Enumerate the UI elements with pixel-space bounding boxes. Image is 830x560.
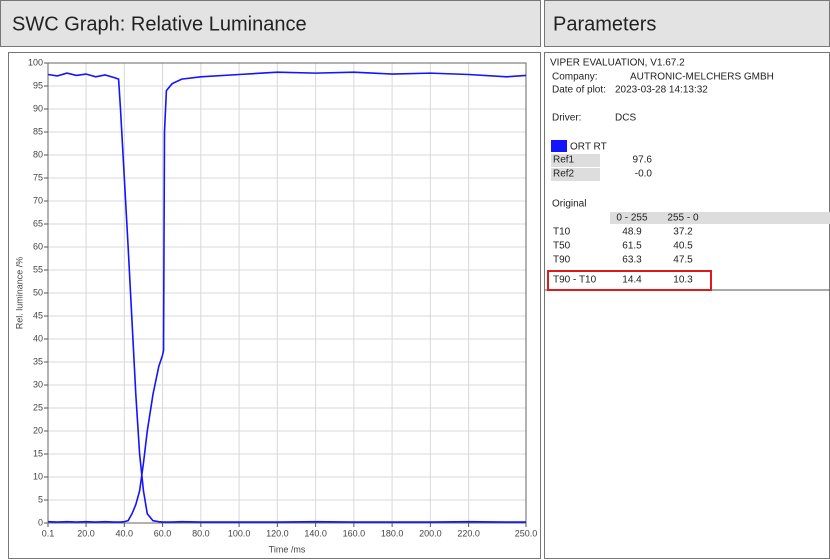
ref-label-bg [551,154,600,167]
graph-title: SWC Graph: Relative Luminance [12,13,307,35]
field-label: Driver: [552,113,581,124]
x-tick-label: 120.0 [266,528,289,538]
x-tick-label: 100.0 [228,528,251,538]
y-tick-label: 65 [33,218,43,228]
table-row-label: T90 [553,255,571,266]
y-tick-label: 5 [38,494,43,504]
plot: 0 5 10 15 20 25 30 35 40 45 50 55 60 65 70 75 80 85 90 95 10… [14,57,537,554]
y-tick-label: 95 [33,80,43,90]
parameters-title-bar [544,0,830,47]
table-header: 0 - 255 [616,213,648,224]
x-axis-label: Time /ms [269,544,306,554]
parameters-frame [544,52,830,559]
field-value: AUTRONIC-MELCHERS GMBH [630,72,774,83]
series-line [47,72,526,523]
table-cell: 47.5 [673,255,693,266]
table-cell: 14.4 [622,275,642,286]
highlight-box [547,270,712,291]
ref-label-bg [551,168,600,181]
y-tick-label: 50 [33,287,43,297]
field-value: DCS [615,113,636,124]
ref-value: -0.0 [635,169,653,180]
x-tick-label: 200.0 [419,528,442,538]
table-cell: 40.5 [673,241,693,252]
y-tick-label: 10 [33,471,43,481]
y-tick-label: 90 [33,103,43,113]
y-tick-label: 0 [38,517,43,527]
x-tick-label: 160.0 [343,528,366,538]
y-tick-label: 75 [33,172,43,182]
y-tick-label: 35 [33,356,43,366]
x-tick-label: 220.0 [457,528,480,538]
y-tick-label: 45 [33,310,43,320]
graph-frame [8,52,541,559]
y-tick-label: 70 [33,195,43,205]
table: 0 - 255 255 - 0 T10 48.9 37.2 T50 61.5 40.5 T90 6… [553,213,699,286]
table-cell: 61.5 [622,241,642,252]
table-header: 255 - 0 [667,213,699,224]
x-tick-label: 40.0 [116,528,134,538]
x-tick-label: 20.0 [77,528,95,538]
table-row-label: T10 [553,227,571,238]
x-tick-label: 250.0 [515,528,538,538]
table-header-bg [610,212,830,224]
legend-label: ORT RT [570,142,607,153]
y-tick-label: 20 [33,425,43,435]
ref-value: 97.6 [633,155,653,166]
fields: Company: AUTRONIC-MELCHERS GMBH Date of pl… [552,72,774,124]
y-axis-label: Rel. luminance /% [14,257,24,330]
y-tick-label: 60 [33,241,43,251]
ref-label: Ref1 [553,155,575,166]
x-tick-label: 60.0 [154,528,172,538]
graph-title-bar [0,0,541,47]
x-tick-label: 180.0 [381,528,404,538]
y-tick-label: 80 [33,149,43,159]
table-cell: 63.3 [622,255,642,266]
ref-label: Ref2 [553,169,575,180]
y-tick-label: 40 [33,333,43,343]
series-line [47,71,527,523]
axes-frame [47,62,527,524]
y-tick-label: 85 [33,126,43,136]
parameters-title: Parameters [553,13,656,35]
table-cell: 37.2 [673,227,693,238]
x-tick-label: 0.1 [42,528,55,538]
refs: Ref1 97.6 Ref2 -0.0 [551,154,652,181]
table-row-label: T50 [553,241,571,252]
table-cell: 10.3 [673,275,693,286]
y-tick-label: 100 [28,57,43,67]
y-tick-label: 55 [33,264,43,274]
software: VIPER EVALUATION, V1.67.2 [550,58,685,69]
original-label: Original [552,199,586,210]
legend-swatch [551,140,567,152]
y-tick-label: 15 [33,448,43,458]
field-value: 2023-03-28 14:13:32 [615,85,708,96]
table-row-label: T90 - T10 [553,275,597,286]
y-tick-label: 25 [33,402,43,412]
table-cell: 48.9 [622,227,642,238]
field-label: Company: [552,72,598,83]
x-tick-label: 140.0 [304,528,327,538]
field-label: Date of plot: [552,85,606,96]
x-tick-label: 80.0 [192,528,210,538]
y-tick-label: 30 [33,379,43,389]
